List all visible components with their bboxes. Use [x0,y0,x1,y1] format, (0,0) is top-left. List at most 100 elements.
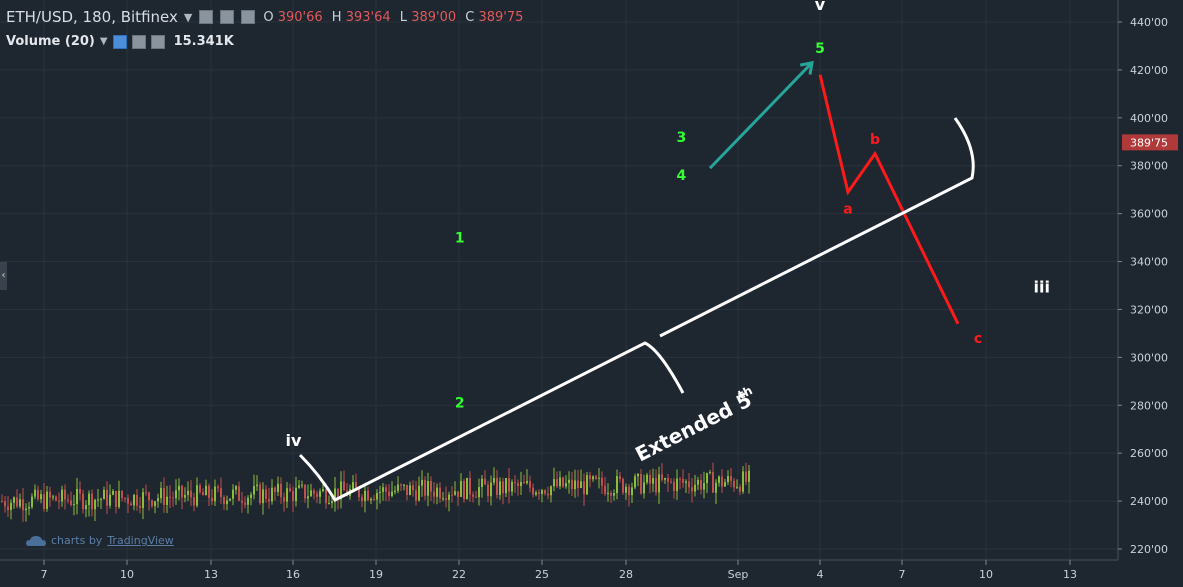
candle-body [325,489,327,504]
candle [184,487,186,503]
x-axis: 7 10 13 16 19 22 25 28 Sep 4 7 10 13 [0,559,1118,587]
candle-body [409,485,411,495]
candle [493,467,495,486]
candle-body [226,500,228,505]
candle [673,478,675,499]
candle [463,478,465,503]
wave-label: iii [1033,278,1049,297]
candle [592,475,594,482]
wave-label: c [974,331,982,347]
candle [667,473,669,493]
y-tick-label: 360'00 [1130,208,1168,221]
candle-body [427,481,429,496]
y-tick-label: 440'00 [1130,16,1168,29]
candle [529,475,531,493]
candle-body [139,505,141,509]
candle-body [211,497,213,502]
candle-body [607,492,609,494]
candle-body [580,481,582,489]
candle-body [457,491,459,497]
candle-body [565,483,567,487]
candle-body [535,492,537,495]
chevron-down-icon[interactable]: ▼ [99,36,108,47]
candle [145,484,147,496]
candle [679,477,681,490]
candle-body [19,499,21,507]
eye-icon[interactable] [112,34,127,49]
volume-legend: Volume (20) ▼ 15.341K [6,34,234,49]
y-tick-label: 240'00 [1130,495,1168,508]
candle [223,495,225,510]
candle-body [700,479,702,490]
gear-icon[interactable] [131,34,146,49]
candle [643,474,645,499]
candle-body [718,476,720,483]
candle [586,471,588,496]
candle-body [31,496,33,508]
wave-label: 4 [677,168,687,184]
candle-body [574,480,576,490]
candle [499,477,501,500]
candle-body [277,483,279,492]
symbol-label[interactable]: ETH/USD, 180, Bitfinex [6,8,178,26]
candle [310,483,312,497]
candle [454,481,456,496]
candle [469,471,471,502]
candle [406,484,408,501]
candle [340,471,342,509]
candle-body [28,507,30,509]
candle-body [640,474,642,494]
candle [706,472,708,494]
candle [577,469,579,497]
x-tick-label: 25 [535,568,549,581]
candle [613,489,615,501]
eye-icon[interactable] [199,10,214,24]
candle [442,491,444,502]
candle-body [91,493,93,510]
candle [697,476,699,491]
candle-body [394,490,396,492]
candle [148,491,150,511]
candle-body [307,496,309,499]
candle [574,469,576,498]
candle-body [163,488,165,505]
candle [139,496,141,514]
candle [202,488,204,496]
candle-body [58,500,60,502]
collapse-handle[interactable]: ‹ [0,262,7,290]
close-icon[interactable] [241,10,256,24]
candle-body [406,484,408,495]
candle [322,483,324,493]
candle [601,471,603,494]
candle [334,477,336,512]
candle-body [655,478,657,493]
tradingview-link[interactable]: TradingView [107,534,174,547]
candle [433,482,435,504]
candle [616,469,618,500]
candle [130,501,132,506]
candle [142,488,144,520]
candles [1,462,750,522]
candle [106,481,108,515]
candle [379,485,381,504]
y-axis: 220'00 240'00 260'00 280'00 300'00 320'00 340'… [1117,0,1183,587]
x-tick-label: 4 [817,568,824,581]
candle [436,483,438,505]
x-tick-label: 19 [369,568,383,581]
candle-body [82,493,84,510]
candle [286,481,288,509]
candle-body [76,488,78,505]
chevron-down-icon[interactable]: ▼ [183,10,193,24]
candle-body [553,479,555,487]
candle [37,485,39,501]
close-icon[interactable] [150,34,165,49]
volume-label[interactable]: Volume (20) [6,34,95,49]
candle [274,486,276,501]
candle [280,477,282,505]
candle [301,480,303,489]
candle-body [88,493,90,505]
candle [163,477,165,513]
gear-icon[interactable] [220,10,235,24]
candle [250,491,252,506]
